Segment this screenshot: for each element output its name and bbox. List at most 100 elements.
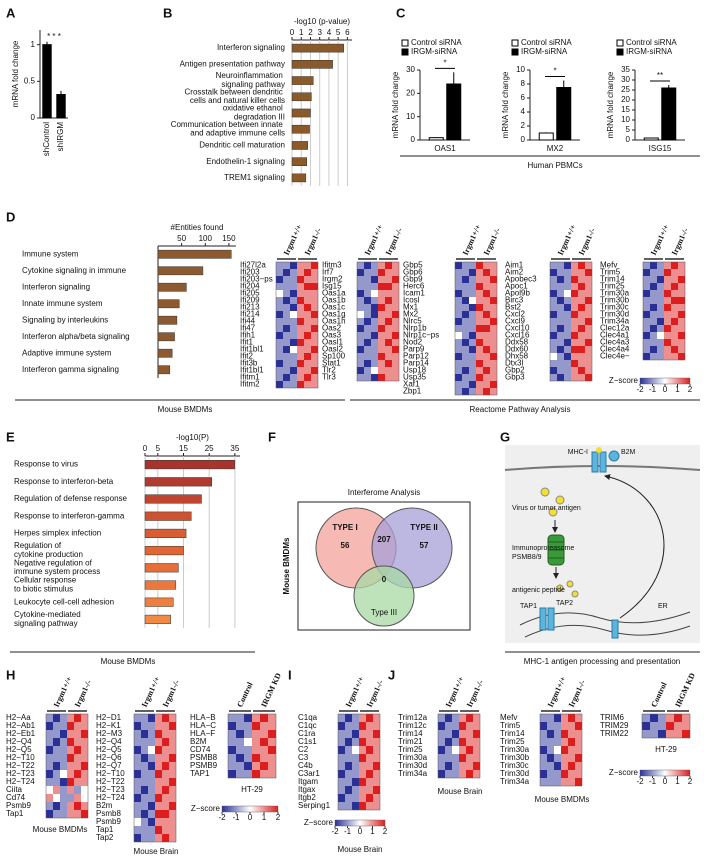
- heatmap-cell: [67, 746, 74, 754]
- heatmap-cell: [260, 722, 268, 730]
- heatmap-cell: [462, 339, 469, 346]
- heatmap-cell: [67, 714, 74, 722]
- row-label: Isg15: [322, 282, 342, 291]
- row-label: Cd74: [6, 793, 26, 802]
- heatmap-cell: [357, 276, 364, 283]
- heatmap-cell: [578, 290, 585, 297]
- heatmap-cell: [155, 714, 162, 722]
- heatmap-border: [337, 713, 381, 811]
- heatmap-cell: [664, 283, 671, 290]
- heatmap-cell: [366, 754, 373, 762]
- heatmap-cell: [476, 269, 483, 276]
- heatmap-cell: [678, 262, 685, 269]
- heatmap-cell: [578, 367, 585, 374]
- venn-frame: [297, 501, 471, 631]
- heatmap-cell: [260, 754, 268, 762]
- heatmap-cell: [557, 276, 564, 283]
- heatmap-cell: [490, 346, 497, 353]
- row-label: Trim14: [398, 729, 423, 738]
- heatmap-cell: [490, 374, 497, 381]
- heatmap-cell: [162, 826, 169, 834]
- category-label: oxidative ethanol degradation III: [223, 104, 285, 122]
- heatmap-cell: [561, 746, 568, 754]
- heatmap-cell: [352, 738, 359, 746]
- heatmap-cell: [60, 762, 67, 770]
- heatmap-cell: [276, 353, 283, 360]
- heatmap-cell: [550, 367, 557, 374]
- heatmap-cell: [155, 810, 162, 818]
- heatmap-cell: [671, 262, 678, 269]
- heatmap-cell: [585, 276, 592, 283]
- heatmap-cell: [141, 746, 148, 754]
- heatmap-cell: [564, 290, 571, 297]
- heatmap-cell: [575, 730, 582, 738]
- heatmap-cell: [276, 325, 283, 332]
- heatmap-cell: [371, 290, 378, 297]
- heatmap-cell: [162, 802, 169, 810]
- heatmap-cell: [169, 794, 176, 802]
- heatmap-cell: [678, 346, 685, 353]
- heatmap-cell: [483, 367, 490, 374]
- heatmap-cell: [290, 353, 297, 360]
- heatmap-cell: [392, 318, 399, 325]
- tap1-label: TAP1: [520, 603, 537, 610]
- column-group-label: Irgm1+/+: [556, 223, 578, 257]
- category-label: Cellular response to biotic stimulus: [14, 576, 78, 594]
- row-label: C1qc: [298, 721, 317, 730]
- heatmap-cell: [462, 297, 469, 304]
- colorbar: [639, 377, 691, 385]
- heatmap-cell: [352, 746, 359, 754]
- heatmap-cell: [338, 746, 345, 754]
- heatmap-cell: [141, 818, 148, 826]
- heatmap-cell: [74, 746, 81, 754]
- heatmap-cell: [357, 339, 364, 346]
- heatmap-cell: [554, 722, 561, 730]
- heatmap-cell: [304, 311, 311, 318]
- heatmap-cell: [664, 304, 671, 311]
- heatmap-cell: [671, 353, 678, 360]
- bar: [144, 597, 174, 607]
- heatmap-cell: [148, 826, 155, 834]
- heatmap-cell: [338, 770, 345, 778]
- heatmap-cell: [557, 346, 564, 353]
- heatmap-cell: [658, 722, 666, 730]
- heatmap-cell: [483, 290, 490, 297]
- heatmap-cell: [297, 311, 304, 318]
- heatmap-cell: [378, 276, 385, 283]
- row-label: Ifit1: [240, 338, 253, 347]
- row-label: Trim30c: [600, 303, 629, 312]
- row-label: C3: [298, 753, 309, 762]
- row-label: Trim30d: [398, 761, 427, 770]
- heatmap-cell: [664, 297, 671, 304]
- colorbar-title: Z−score: [609, 768, 639, 777]
- heatmap-cell: [455, 381, 462, 388]
- heatmap-cell: [554, 746, 561, 754]
- heatmap-cell: [678, 290, 685, 297]
- heatmap-cell: [674, 722, 682, 730]
- heatmap-cell: [345, 762, 352, 770]
- heatmap-cell: [578, 339, 585, 346]
- heatmap-cell: [74, 714, 81, 722]
- heatmap-cell: [352, 778, 359, 786]
- x-tick-label: 100: [199, 234, 213, 243]
- row-label: H2−K1: [96, 721, 121, 730]
- heatmap-cell: [385, 283, 392, 290]
- heatmap-cell: [385, 332, 392, 339]
- heatmap-cell: [141, 778, 148, 786]
- heatmap-cell: [462, 269, 469, 276]
- row-label: B2m: [96, 801, 113, 810]
- heatmap-cell: [578, 318, 585, 325]
- heatmap-cell: [462, 381, 469, 388]
- heatmap-cell: [378, 367, 385, 374]
- heatmap-cell: [373, 746, 380, 754]
- heatmap-cell: [60, 770, 67, 778]
- heatmap-cell: [366, 730, 373, 738]
- heatmap-cell: [169, 834, 176, 842]
- heatmap-cell: [657, 276, 664, 283]
- heatmap-cell: [378, 283, 385, 290]
- row-label: Trim25: [600, 282, 625, 291]
- heatmap-cell: [371, 332, 378, 339]
- panel-letter: F: [268, 429, 276, 444]
- y-tick-label: 1: [31, 40, 36, 49]
- row-label: Trim12a: [398, 713, 428, 722]
